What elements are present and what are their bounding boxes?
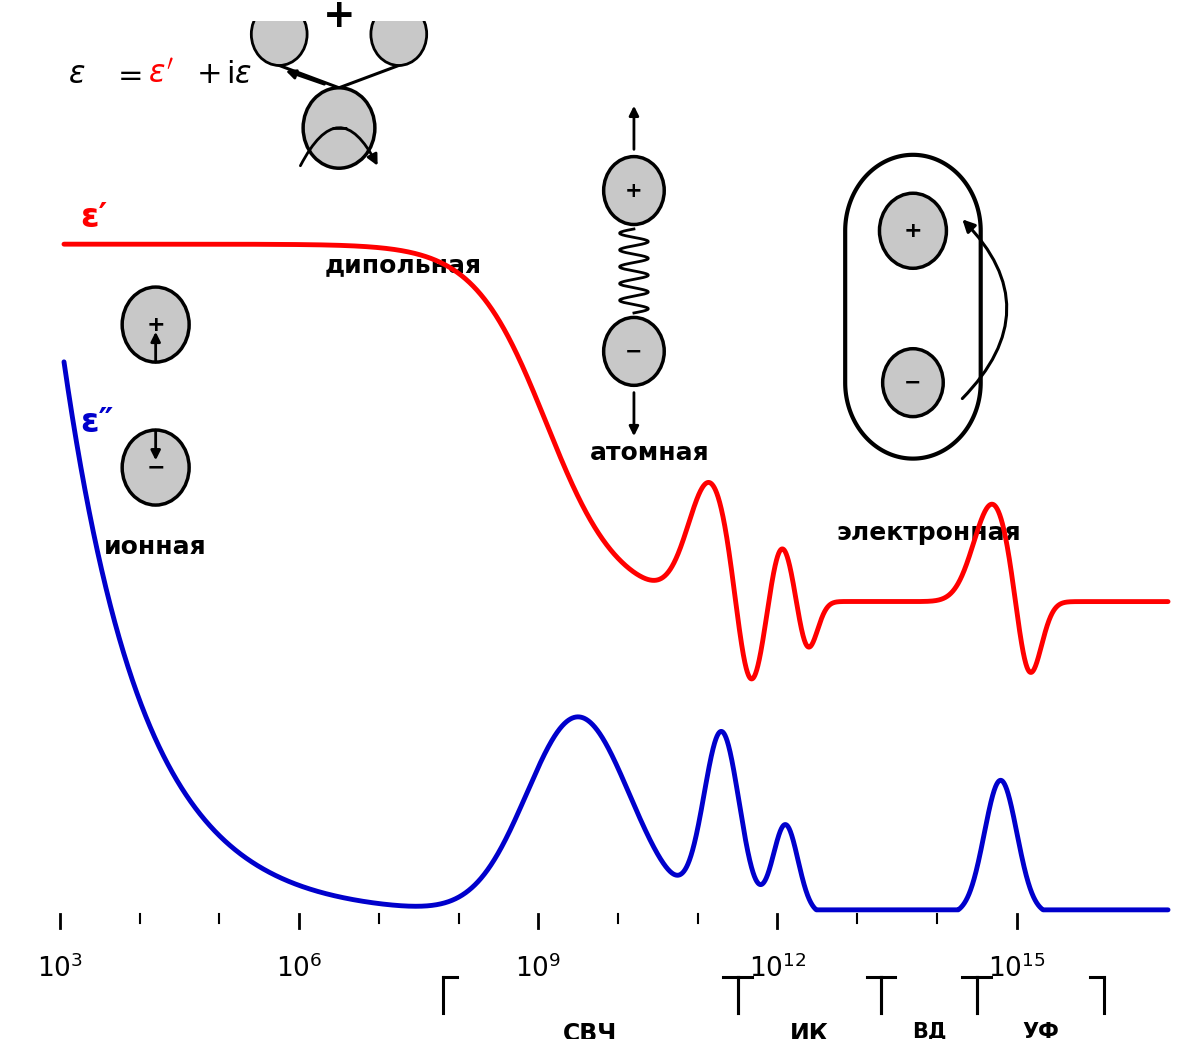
Circle shape — [883, 349, 943, 417]
Circle shape — [122, 430, 190, 505]
Text: −: − — [904, 373, 922, 393]
Circle shape — [604, 318, 665, 385]
Text: −: − — [329, 116, 349, 140]
Circle shape — [304, 87, 374, 168]
Text: атомная: атомная — [590, 441, 709, 464]
Circle shape — [880, 193, 947, 268]
Text: ε″: ε″ — [80, 406, 113, 439]
Text: ВД: ВД — [912, 1021, 946, 1039]
Text: $10^6$: $10^6$ — [276, 955, 323, 983]
Text: электронная: электронная — [836, 522, 1021, 545]
FancyArrowPatch shape — [300, 128, 376, 166]
Text: СВЧ: СВЧ — [563, 1021, 617, 1039]
Text: дипольная: дипольная — [324, 254, 481, 277]
Text: +: + — [146, 315, 164, 335]
Text: $10^{12}$: $10^{12}$ — [749, 955, 806, 983]
Text: +: + — [323, 0, 355, 35]
Text: −: − — [146, 457, 164, 478]
Text: $+\,\mathrm{i}\varepsilon$: $+\,\mathrm{i}\varepsilon$ — [196, 60, 252, 89]
Text: $\varepsilon'$: $\varepsilon'$ — [148, 60, 173, 89]
Circle shape — [604, 157, 665, 224]
Text: ИК: ИК — [790, 1021, 829, 1039]
Text: ионная: ионная — [104, 534, 208, 559]
Text: +: + — [625, 181, 643, 201]
Text: УФ: УФ — [1022, 1021, 1058, 1039]
Circle shape — [122, 287, 190, 363]
Text: $=$: $=$ — [112, 60, 142, 89]
Polygon shape — [845, 155, 980, 458]
FancyArrowPatch shape — [962, 221, 1007, 399]
Text: $\varepsilon$: $\varepsilon$ — [68, 60, 85, 89]
Circle shape — [371, 3, 427, 65]
Text: +: + — [904, 220, 923, 241]
Text: $10^{15}$: $10^{15}$ — [988, 955, 1045, 983]
Circle shape — [251, 3, 307, 65]
Text: $10^3$: $10^3$ — [37, 955, 83, 983]
Text: $10^9$: $10^9$ — [515, 955, 562, 983]
Text: ε′: ε′ — [80, 201, 107, 234]
Text: −: − — [625, 342, 643, 362]
